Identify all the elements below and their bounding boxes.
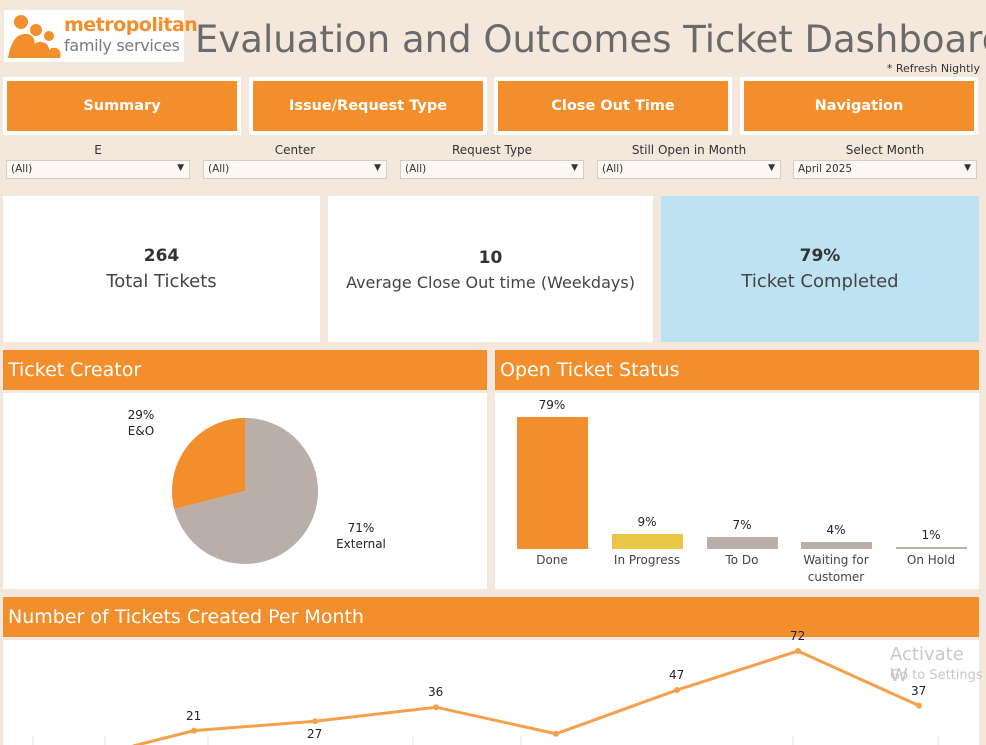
close-out-time-button[interactable]: Close Out Time xyxy=(498,81,728,131)
line-point[interactable] xyxy=(553,730,559,737)
status-bar-category: In Progress xyxy=(613,553,681,567)
pie-label-eo: 29% E&O xyxy=(127,408,155,438)
line-point-label: 72 xyxy=(790,629,806,643)
filter-e-select[interactable]: (All) ▼ xyxy=(6,160,190,179)
nav-issue-container: Issue/Request Type xyxy=(249,77,487,135)
filter-center: Center (All) ▼ xyxy=(203,143,387,179)
status-bar-1[interactable] xyxy=(612,533,683,549)
filter-select-month: Select Month April 2025 ▼ xyxy=(793,143,977,179)
tickets-per-month-line-chart xyxy=(32,648,939,745)
filter-request-type: Request Type (All) ▼ xyxy=(400,143,584,179)
filter-center-select[interactable]: (All) ▼ xyxy=(203,160,387,179)
status-bar-category: Done xyxy=(536,553,568,567)
filter-request-type-value: (All) xyxy=(405,163,427,175)
status-bar-2[interactable] xyxy=(707,537,778,549)
open-ticket-status-panel: 79% Done 9% In Progress 7% To Do 4% Waiting for… xyxy=(495,393,979,589)
nav-navigation-container: Navigation xyxy=(740,77,978,135)
ticket-creator-pie-chart xyxy=(172,418,318,564)
nav-closeout-container: Close Out Time xyxy=(494,77,732,135)
line-point-label: 36 xyxy=(428,685,444,700)
pie-slice-external[interactable] xyxy=(174,418,318,564)
filter-e: E (All) ▼ xyxy=(6,143,190,179)
ticket-creator-panel: 29% E&O 71% External xyxy=(3,393,487,589)
line-point-label: 37 xyxy=(911,683,927,698)
filter-still-open-label: Still Open in Month xyxy=(631,143,747,157)
filter-center-value: (All) xyxy=(208,163,230,175)
status-bar-category: Waiting for customer xyxy=(803,553,869,584)
line-point[interactable] xyxy=(433,704,439,711)
status-bar-0[interactable] xyxy=(517,417,588,549)
issue-request-type-button[interactable]: Issue/Request Type xyxy=(253,81,483,131)
tickets-line xyxy=(132,649,920,745)
tickets-per-month-panel: 21 27 36 47 72 37 xyxy=(3,629,979,745)
activate-watermark-sub: Go to Settings xyxy=(890,668,983,683)
status-bar-value: 9% xyxy=(637,514,657,529)
status-bar-value: 79% xyxy=(538,398,566,412)
status-bar-4[interactable] xyxy=(896,547,967,549)
dropdown-arrow-icon: ▼ xyxy=(768,163,775,173)
dropdown-arrow-icon: ▼ xyxy=(964,163,971,173)
logo-line1: metropolitan xyxy=(64,14,198,36)
kpi-ticket-completed-value: 79% xyxy=(799,246,841,266)
line-point-label: 47 xyxy=(669,668,685,683)
kpi-total-tickets-caption: Total Tickets xyxy=(106,271,217,292)
dropdown-arrow-icon: ▼ xyxy=(177,163,184,173)
status-bar-category: On Hold xyxy=(906,553,956,567)
status-bar-3[interactable] xyxy=(801,542,872,549)
dropdown-arrow-icon: ▼ xyxy=(374,163,381,173)
nav-summary-container: Summary xyxy=(3,77,241,135)
status-bar-value: 1% xyxy=(921,528,941,542)
open-ticket-status-header: Open Ticket Status xyxy=(495,350,979,390)
kpi-avg-close-out-caption: Average Close Out time (Weekdays) xyxy=(346,273,635,292)
kpi-total-tickets-value: 264 xyxy=(143,246,180,266)
line-point[interactable] xyxy=(191,727,197,734)
status-bar-category: To Do xyxy=(725,553,759,567)
filter-request-type-label: Request Type xyxy=(451,143,533,157)
filter-select-month-value: April 2025 xyxy=(798,163,853,175)
ticket-creator-header: Ticket Creator xyxy=(3,350,487,390)
filter-e-label: E xyxy=(94,143,102,157)
line-point-label: 27 xyxy=(307,727,323,742)
summary-button[interactable]: Summary xyxy=(7,81,237,131)
page-title: Evaluation and Outcomes Ticket Dashboard xyxy=(195,18,986,61)
line-point-label: 21 xyxy=(186,708,202,723)
filter-e-value: (All) xyxy=(11,163,33,175)
dropdown-arrow-icon: ▼ xyxy=(571,163,578,173)
activate-watermark: Activate W xyxy=(890,644,964,686)
pie-slice-eo[interactable] xyxy=(172,418,245,510)
filter-still-open: Still Open in Month (All) ▼ xyxy=(597,143,781,179)
filter-center-label: Center xyxy=(274,143,316,157)
refresh-note: * Refresh Nightly xyxy=(886,62,980,75)
logo-line2: family services xyxy=(64,36,180,55)
filter-still-open-select[interactable]: (All) ▼ xyxy=(597,160,781,179)
status-bar-value: 4% xyxy=(826,523,846,538)
kpi-total-tickets: 264 Total Tickets xyxy=(3,196,320,342)
navigation-button[interactable]: Navigation xyxy=(744,81,974,131)
logo: metropolitan family services xyxy=(4,10,198,62)
kpi-ticket-completed: 79% Ticket Completed xyxy=(661,196,979,342)
tickets-per-month-header: Number of Tickets Created Per Month xyxy=(3,597,979,637)
line-point[interactable] xyxy=(312,718,318,725)
line-point[interactable] xyxy=(916,702,922,709)
kpi-ticket-completed-caption: Ticket Completed xyxy=(741,271,899,292)
line-point[interactable] xyxy=(795,648,801,654)
line-point[interactable] xyxy=(674,687,680,694)
filter-still-open-value: (All) xyxy=(602,163,624,175)
pie-label-external: 71% External xyxy=(336,521,386,551)
kpi-avg-close-out: 10 Average Close Out time (Weekdays) xyxy=(328,196,653,342)
status-bar-value: 7% xyxy=(732,518,752,533)
filter-select-month-select[interactable]: April 2025 ▼ xyxy=(793,160,977,179)
kpi-avg-close-out-value: 10 xyxy=(478,248,503,268)
family-logo-icon xyxy=(8,15,61,58)
filter-select-month-label: Select Month xyxy=(845,143,925,157)
filter-request-type-select[interactable]: (All) ▼ xyxy=(400,160,584,179)
